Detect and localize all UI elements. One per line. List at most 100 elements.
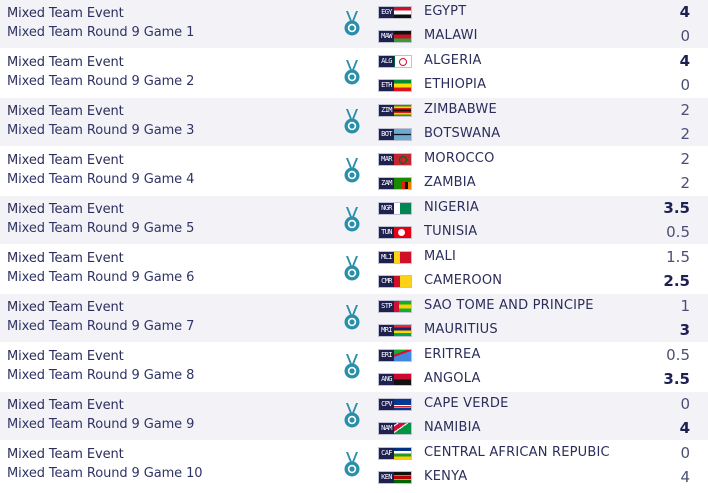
match-row[interactable]: Mixed Team Event Mixed Team Round 9 Game … (0, 49, 708, 98)
team-entry: ALG ALGERIA 4 (378, 52, 708, 72)
country-code: MAW (379, 31, 394, 42)
team-score: 0.5 (666, 346, 690, 364)
team-entry: ZAM ZAMBIA 2 (378, 174, 708, 194)
country-code: ANG (379, 374, 394, 385)
team-score: 0 (680, 395, 690, 413)
tunisia-flag: TUN (378, 226, 412, 239)
country-code: CMR (379, 276, 394, 287)
game-name: Mixed Team Round 9 Game 6 (7, 270, 195, 285)
team-entry: NAM NAMIBIA 4 (378, 419, 708, 439)
team-entry: CAF CENTRAL AFRICAN REPUBIC 0 (378, 444, 708, 464)
team-score: 3 (679, 321, 690, 339)
match-row[interactable]: Mixed Team Event Mixed Team Round 9 Game … (0, 0, 708, 49)
team-entry: ERI ERITREA 0.5 (378, 346, 708, 366)
team-name: ETHIOPIA (424, 77, 487, 92)
team-entry: CMR CAMEROON 2.5 (378, 272, 708, 292)
team-entry: ANG ANGOLA 3.5 (378, 370, 708, 390)
event-title: Mixed Team Event (7, 300, 124, 315)
team-name: MALAWI (424, 28, 478, 43)
ethiopia-flag: ETH (378, 79, 412, 92)
team-score: 4 (680, 468, 690, 486)
team-score: 1.5 (666, 248, 690, 266)
team-name: TUNISIA (424, 224, 478, 239)
team-entry: MAW MALAWI 0 (378, 27, 708, 47)
eritrea-flag: ERI (378, 349, 412, 362)
mauritius-flag: MRI (378, 324, 412, 337)
medal-icon (343, 207, 361, 233)
country-code: CPV (379, 399, 394, 410)
country-code: MRI (379, 325, 394, 336)
medal-icon (343, 256, 361, 282)
game-name: Mixed Team Round 9 Game 2 (7, 74, 195, 89)
team-entry: TUN TUNISIA 0.5 (378, 223, 708, 243)
team-score: 2 (680, 150, 690, 168)
country-code: ETH (379, 80, 394, 91)
medal-icon (343, 354, 361, 380)
event-title: Mixed Team Event (7, 55, 124, 70)
country-code: NAM (379, 423, 394, 434)
game-name: Mixed Team Round 9 Game 5 (7, 221, 195, 236)
egypt-flag: EGY (378, 6, 412, 19)
team-name: NAMIBIA (424, 420, 481, 435)
country-code: MAR (379, 154, 394, 165)
cape-verde-flag: CPV (378, 398, 412, 411)
cameroon-flag: CMR (378, 275, 412, 288)
sao-tome-flag: STP (378, 300, 412, 313)
team-name: BOTSWANA (424, 126, 501, 141)
match-row[interactable]: Mixed Team Event Mixed Team Round 9 Game … (0, 294, 708, 343)
team-score: 2 (680, 125, 690, 143)
team-entry: NGR NIGERIA 3.5 (378, 199, 708, 219)
team-score: 3.5 (663, 370, 690, 388)
country-code: NGR (379, 203, 394, 214)
match-row[interactable]: Mixed Team Event Mixed Team Round 9 Game … (0, 98, 708, 147)
match-row[interactable]: Mixed Team Event Mixed Team Round 9 Game … (0, 441, 708, 490)
match-row[interactable]: Mixed Team Event Mixed Team Round 9 Game … (0, 343, 708, 392)
match-row[interactable]: Mixed Team Event Mixed Team Round 9 Game … (0, 245, 708, 294)
game-name: Mixed Team Round 9 Game 3 (7, 123, 195, 138)
morocco-flag: MAR (378, 153, 412, 166)
nigeria-flag: NGR (378, 202, 412, 215)
team-name: EGYPT (424, 4, 467, 19)
game-name: Mixed Team Round 9 Game 9 (7, 417, 195, 432)
country-code: ERI (379, 350, 394, 361)
team-score: 4 (679, 3, 690, 21)
medal-icon (343, 109, 361, 135)
match-row[interactable]: Mixed Team Event Mixed Team Round 9 Game … (0, 392, 708, 441)
team-score: 2 (680, 101, 690, 119)
team-entry: CPV CAPE VERDE 0 (378, 395, 708, 415)
country-code: EGY (379, 7, 394, 18)
zimbabwe-flag: ZIM (378, 104, 412, 117)
medal-icon (343, 403, 361, 429)
match-row[interactable]: Mixed Team Event Mixed Team Round 9 Game … (0, 196, 708, 245)
event-title: Mixed Team Event (7, 251, 124, 266)
team-score: 0 (680, 76, 690, 94)
event-title: Mixed Team Event (7, 398, 124, 413)
game-name: Mixed Team Round 9 Game 7 (7, 319, 195, 334)
central-african-republic-flag: CAF (378, 447, 412, 460)
team-name: ALGERIA (424, 53, 482, 68)
country-code: ALG (379, 56, 394, 67)
team-score: 0 (680, 444, 690, 462)
zambia-flag: ZAM (378, 177, 412, 190)
event-title: Mixed Team Event (7, 6, 124, 21)
team-entry: ZIM ZIMBABWE 2 (378, 101, 708, 121)
medal-icon (343, 11, 361, 37)
event-title: Mixed Team Event (7, 349, 124, 364)
game-name: Mixed Team Round 9 Game 4 (7, 172, 195, 187)
medal-icon (343, 305, 361, 331)
team-score: 2 (680, 174, 690, 192)
team-score: 3.5 (663, 199, 690, 217)
team-entry: EGY EGYPT 4 (378, 3, 708, 23)
team-entry: BOT BOTSWANA 2 (378, 125, 708, 145)
country-code: BOT (379, 129, 394, 140)
team-score: 2.5 (663, 272, 690, 290)
game-name: Mixed Team Round 9 Game 10 (7, 466, 203, 481)
match-row[interactable]: Mixed Team Event Mixed Team Round 9 Game … (0, 147, 708, 196)
mali-flag: MLI (378, 251, 412, 264)
country-code: STP (379, 301, 394, 312)
medal-icon (343, 452, 361, 478)
team-name: NIGERIA (424, 200, 480, 215)
malawi-flag: MAW (378, 30, 412, 43)
team-score: 4 (679, 52, 690, 70)
team-name: ERITREA (424, 347, 481, 362)
